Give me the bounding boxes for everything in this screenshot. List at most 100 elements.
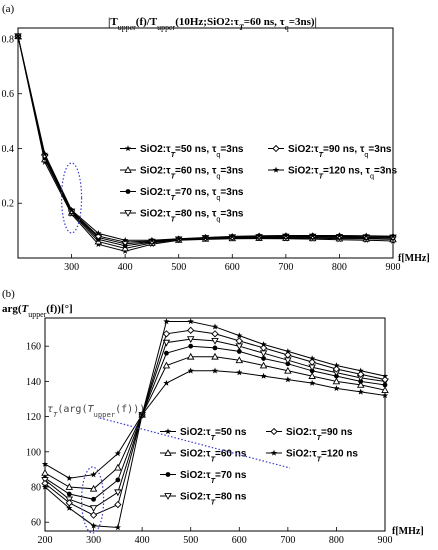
series-3 (41, 336, 389, 513)
data-point (14, 32, 22, 39)
legend-label-part: q (216, 193, 220, 202)
data-point (162, 330, 171, 338)
legend-label-part: SiO2:τ (140, 144, 171, 155)
data-point (114, 524, 121, 531)
data-point (114, 450, 121, 457)
data-point (389, 232, 397, 239)
data-point (308, 372, 316, 379)
legend-label-part: =80 ns (215, 492, 247, 503)
legend-label: SiO2:τT=50 ns, τq=3ns (140, 144, 244, 159)
data-point (284, 366, 292, 374)
data-point (139, 411, 146, 418)
data-point (332, 377, 341, 385)
data-point (236, 349, 242, 354)
data-point (68, 206, 75, 213)
y-axis-label-part: upper (28, 310, 46, 319)
legend-label-part: =3ns (220, 187, 244, 198)
legend-marker (125, 189, 131, 194)
legend-entry: SiO2:τT=90 ns, τq=3ns (268, 144, 392, 159)
data-point (309, 379, 316, 386)
legend-entry: SiO2:τT=70 ns, τq=3ns (120, 187, 244, 202)
data-point (229, 233, 236, 240)
data-point (90, 522, 97, 529)
legend-label-part: T (171, 150, 176, 159)
data-point (66, 474, 73, 481)
legend-label-part: =70 ns, τ (175, 187, 217, 198)
legend-label-part: =3ns (374, 166, 398, 177)
legend-entry: SiO2:τT=120 ns (266, 449, 358, 463)
data-point (336, 232, 343, 239)
chart-title-part: (10Hz;SiO2:τ (175, 16, 239, 28)
legend-label: SiO2:τT=70 ns (180, 470, 247, 485)
data-point (187, 367, 194, 374)
legend-marker (270, 449, 278, 456)
annotation-text-part: τ (47, 404, 53, 415)
data-point (121, 238, 129, 246)
data-point (282, 232, 289, 239)
legend-entry: SiO2:τT=60 ns, τq=3ns (120, 166, 244, 180)
x-tick-label: 300 (86, 535, 101, 546)
legend-label-part: =120 ns, τ (323, 166, 371, 177)
data-point (284, 376, 291, 383)
legend-label: SiO2:τT=50 ns (180, 427, 247, 442)
legend-label-part: T (319, 171, 324, 180)
annotation-text-part: T (53, 410, 58, 419)
data-point (95, 230, 102, 237)
legend-label-part: T (211, 476, 216, 485)
series-5 (41, 318, 389, 531)
x-tick-label: 500 (183, 535, 198, 546)
legend-entry: SiO2:τT=90 ns (266, 427, 353, 442)
data-point (381, 386, 389, 394)
annotation-text: τT(arg(Tupper(f))) (47, 404, 145, 419)
chart-title: |Tupper(f)/Tupper(10Hz;SiO2:τT=60 ns, τq… (108, 16, 317, 32)
data-point (333, 385, 340, 392)
x-tick-label: 900 (386, 262, 401, 273)
data-point (162, 361, 171, 369)
series-line (44, 356, 386, 490)
legend-marker (270, 427, 278, 436)
x-tick-label: 700 (278, 262, 293, 273)
data-point (235, 337, 243, 345)
annotation-text-part: upper (94, 410, 116, 419)
legend-label-part: SiO2:τ (140, 187, 171, 198)
legend-marker (164, 493, 172, 500)
legend-marker (164, 428, 172, 435)
data-point (211, 338, 219, 345)
panel-b: (b) 200 300 400 500 600 700 800 900 60 80 100 120 140… (2, 288, 424, 546)
data-point (211, 323, 219, 330)
legend-label-part: =60 ns (215, 449, 247, 460)
data-point (41, 150, 48, 157)
data-point (211, 367, 219, 374)
legend-label: SiO2:τT=90 ns, τq=3ns (288, 144, 392, 159)
chart-title-part: |T (108, 16, 118, 28)
data-point (186, 336, 195, 344)
data-point (89, 511, 98, 519)
data-point (284, 348, 291, 355)
legend-entry: SiO2:τT=50 ns, τq=3ns (120, 144, 244, 159)
x-axis-label: f[MHz] (398, 253, 430, 264)
data-point (66, 491, 72, 497)
data-point (363, 232, 370, 239)
data-point (163, 379, 170, 386)
data-point (333, 362, 340, 369)
legend-label-part: SiO2:τ (286, 427, 317, 438)
legend-label-part: SiO2:τ (288, 166, 319, 177)
legend-label-part: SiO2:τ (286, 449, 317, 460)
legend-entry: SiO2:τT=60 ns (160, 449, 247, 463)
y-tick-label: 140 (26, 377, 41, 388)
data-point (284, 351, 292, 359)
data-point (164, 350, 169, 356)
legend-label-part: SiO2:τ (180, 427, 211, 438)
data-point (235, 356, 244, 364)
data-point (114, 489, 122, 497)
x-axis-label: f[MHz] (392, 526, 424, 537)
chart-title-part: T (239, 23, 245, 32)
data-point (175, 235, 182, 242)
legend-label-part: =90 ns, τ (323, 144, 365, 155)
y-tick-label: 100 (26, 447, 41, 458)
highlight-ellipse (80, 466, 105, 534)
chart-title-part: =60 ns, τ (244, 16, 285, 28)
data-point (357, 388, 364, 395)
legend-label-part: T (171, 171, 176, 180)
x-tick-label: 400 (118, 262, 133, 273)
